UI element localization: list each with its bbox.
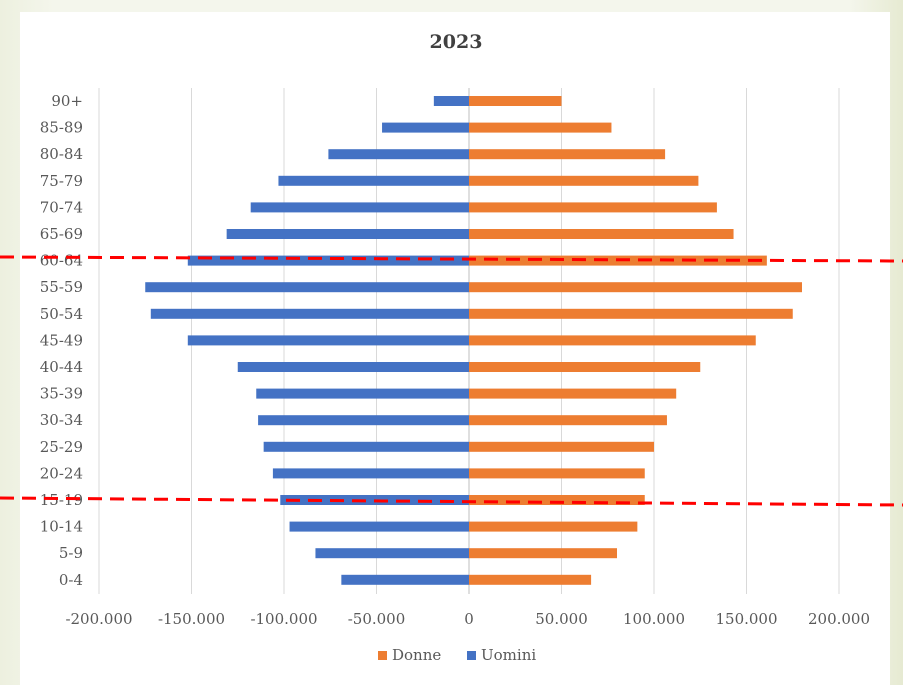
x-tick-label: 50.000 — [535, 610, 588, 628]
bar-uomini-25-29 — [263, 441, 469, 452]
bar-donne-45-49 — [469, 335, 756, 346]
bar-uomini-65-69 — [226, 229, 469, 239]
x-tick-label: -50.000 — [348, 610, 406, 628]
bar-uomini-20-24 — [272, 468, 469, 479]
bar-uomini-5-9 — [315, 548, 469, 559]
legend: Donne Uomini — [378, 646, 536, 664]
bar-donne-0-4 — [469, 574, 592, 585]
bar-donne-80-84 — [469, 149, 666, 160]
bar-donne-40-44 — [469, 362, 701, 372]
bar-uomini-40-44 — [237, 362, 469, 372]
bar-uomini-0-4 — [341, 574, 469, 585]
y-tick-label: 35-39 — [40, 385, 83, 403]
legend-label-uomini: Uomini — [481, 646, 536, 664]
bar-donne-70-74 — [469, 202, 717, 213]
bar-uomini-55-59 — [145, 282, 469, 293]
y-tick-label: 70-74 — [40, 198, 83, 216]
bar-uomini-35-39 — [256, 388, 469, 399]
y-tick-label: 30-34 — [40, 411, 83, 429]
y-tick-label: 75-79 — [40, 172, 83, 190]
y-tick-label: 60-64 — [40, 252, 83, 270]
bar-uomini-80-84 — [328, 149, 469, 160]
y-tick-label: 55-59 — [40, 278, 83, 296]
bar-donne-25-29 — [469, 441, 654, 452]
bar-uomini-50-54 — [150, 308, 470, 319]
annotations — [0, 255, 903, 507]
bar-donne-35-39 — [469, 388, 677, 399]
bar-uomini-90+ — [433, 96, 469, 106]
bar-uomini-85-89 — [382, 122, 469, 133]
y-tick-label: 65-69 — [40, 225, 83, 243]
annotation-dashed-line-60-64 — [0, 255, 903, 263]
x-tick-label: -100.000 — [250, 610, 317, 628]
bar-donne-85-89 — [469, 122, 612, 133]
bar-donne-65-69 — [469, 229, 734, 239]
bar-donne-15-19 — [469, 495, 645, 505]
bar-donne-90+ — [469, 96, 562, 106]
bar-uomini-70-74 — [250, 202, 469, 213]
bar-donne-50-54 — [469, 308, 793, 319]
y-tick-label: 5-9 — [59, 544, 83, 562]
y-axis-labels: 0-4 5-9 10-14 15-19 20-24 25-29 30-34 35-39 40-4… — [40, 92, 83, 589]
bar-donne-75-79 — [469, 175, 699, 186]
bar-donne-30-34 — [469, 415, 667, 426]
chart-title: 2023 — [430, 31, 483, 53]
legend-swatch-uomini — [467, 651, 476, 660]
y-tick-label: 10-14 — [40, 518, 83, 536]
bar-uomini-45-49 — [187, 335, 470, 346]
bar-donne-20-24 — [469, 468, 645, 479]
legend-swatch-donne — [378, 651, 387, 660]
x-tick-label: 150.000 — [715, 610, 777, 628]
y-tick-label: 45-49 — [40, 331, 83, 349]
x-tick-label: -150.000 — [158, 610, 225, 628]
x-tick-label: 100.000 — [623, 610, 685, 628]
y-tick-label: 80-84 — [40, 145, 83, 163]
y-tick-label: 90+ — [51, 92, 83, 110]
y-tick-label: 20-24 — [40, 464, 83, 482]
y-tick-label: 0-4 — [59, 571, 83, 589]
x-axis-labels: -200.000 -150.000 -100.000 -50.000 0 50.000 10… — [65, 610, 870, 628]
bar-uomini-30-34 — [258, 415, 469, 426]
bar-donne-5-9 — [469, 548, 617, 559]
legend-label-donne: Donne — [392, 646, 441, 664]
annotation-dashed-line-15-19 — [0, 496, 903, 507]
y-tick-label: 15-19 — [40, 491, 83, 509]
bar-donne-10-14 — [469, 521, 638, 532]
bars — [145, 96, 802, 585]
bar-uomini-10-14 — [289, 521, 469, 532]
bar-uomini-60-64 — [187, 255, 470, 266]
y-tick-label: 50-54 — [40, 305, 83, 323]
bar-uomini-75-79 — [278, 175, 469, 186]
y-tick-label: 85-89 — [40, 119, 83, 137]
y-tick-label: 40-44 — [40, 358, 83, 376]
x-tick-label: 0 — [464, 610, 474, 628]
x-tick-label: -200.000 — [65, 610, 132, 628]
bar-donne-55-59 — [469, 282, 802, 293]
x-tick-label: 200.000 — [808, 610, 870, 628]
y-tick-label: 25-29 — [40, 438, 83, 456]
